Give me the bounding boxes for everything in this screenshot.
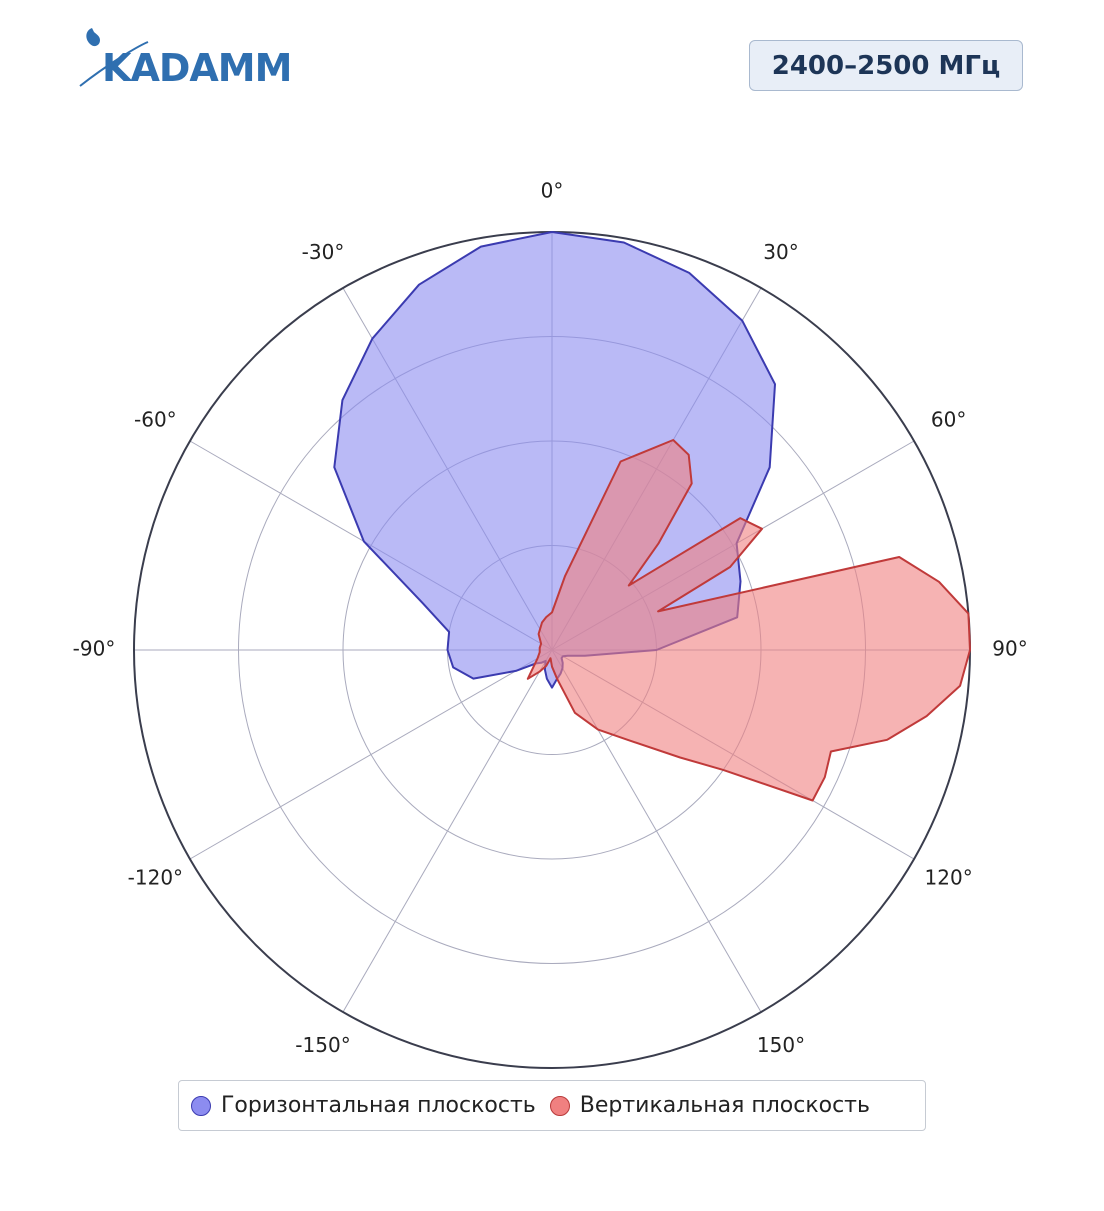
- legend-label-horizontal: Горизонтальная плоскость: [221, 1093, 536, 1118]
- angular-tick-label: -30°: [302, 240, 345, 264]
- legend-label-vertical: Вертикальная плоскость: [579, 1093, 870, 1118]
- angular-grid-spoke: [342, 649, 553, 1013]
- angular-tick-label: -120°: [128, 866, 183, 890]
- logo-mark-icon: [79, 28, 149, 87]
- angular-grid-spoke: [189, 649, 553, 860]
- logo-text: KADAMM: [102, 46, 292, 90]
- angular-tick-label: -150°: [295, 1033, 350, 1057]
- angular-tick-label: 90°: [992, 637, 1027, 661]
- legend-marker-vertical: [549, 1095, 570, 1116]
- angular-tick-label: 150°: [757, 1033, 805, 1057]
- series-vertical-area: [526, 439, 971, 802]
- chart-legend: Горизонтальная плоскость Вертикальная пл…: [178, 1080, 926, 1131]
- angular-tick-label: 0°: [541, 179, 564, 203]
- legend-item-horizontal[interactable]: Горизонтальная плоскость: [191, 1093, 536, 1118]
- angular-tick-label: 120°: [925, 866, 973, 890]
- angular-tick-label: 60°: [931, 408, 966, 432]
- legend-item-vertical[interactable]: Вертикальная плоскость: [549, 1093, 870, 1118]
- angular-tick-label: -90°: [73, 637, 116, 661]
- kadamm-logo: KADAMM: [78, 24, 292, 92]
- angular-tick-label: -60°: [134, 408, 177, 432]
- frequency-badge: 2400–2500 МГц: [749, 40, 1023, 91]
- legend-marker-horizontal: [191, 1095, 211, 1116]
- angular-tick-label: 30°: [763, 240, 798, 264]
